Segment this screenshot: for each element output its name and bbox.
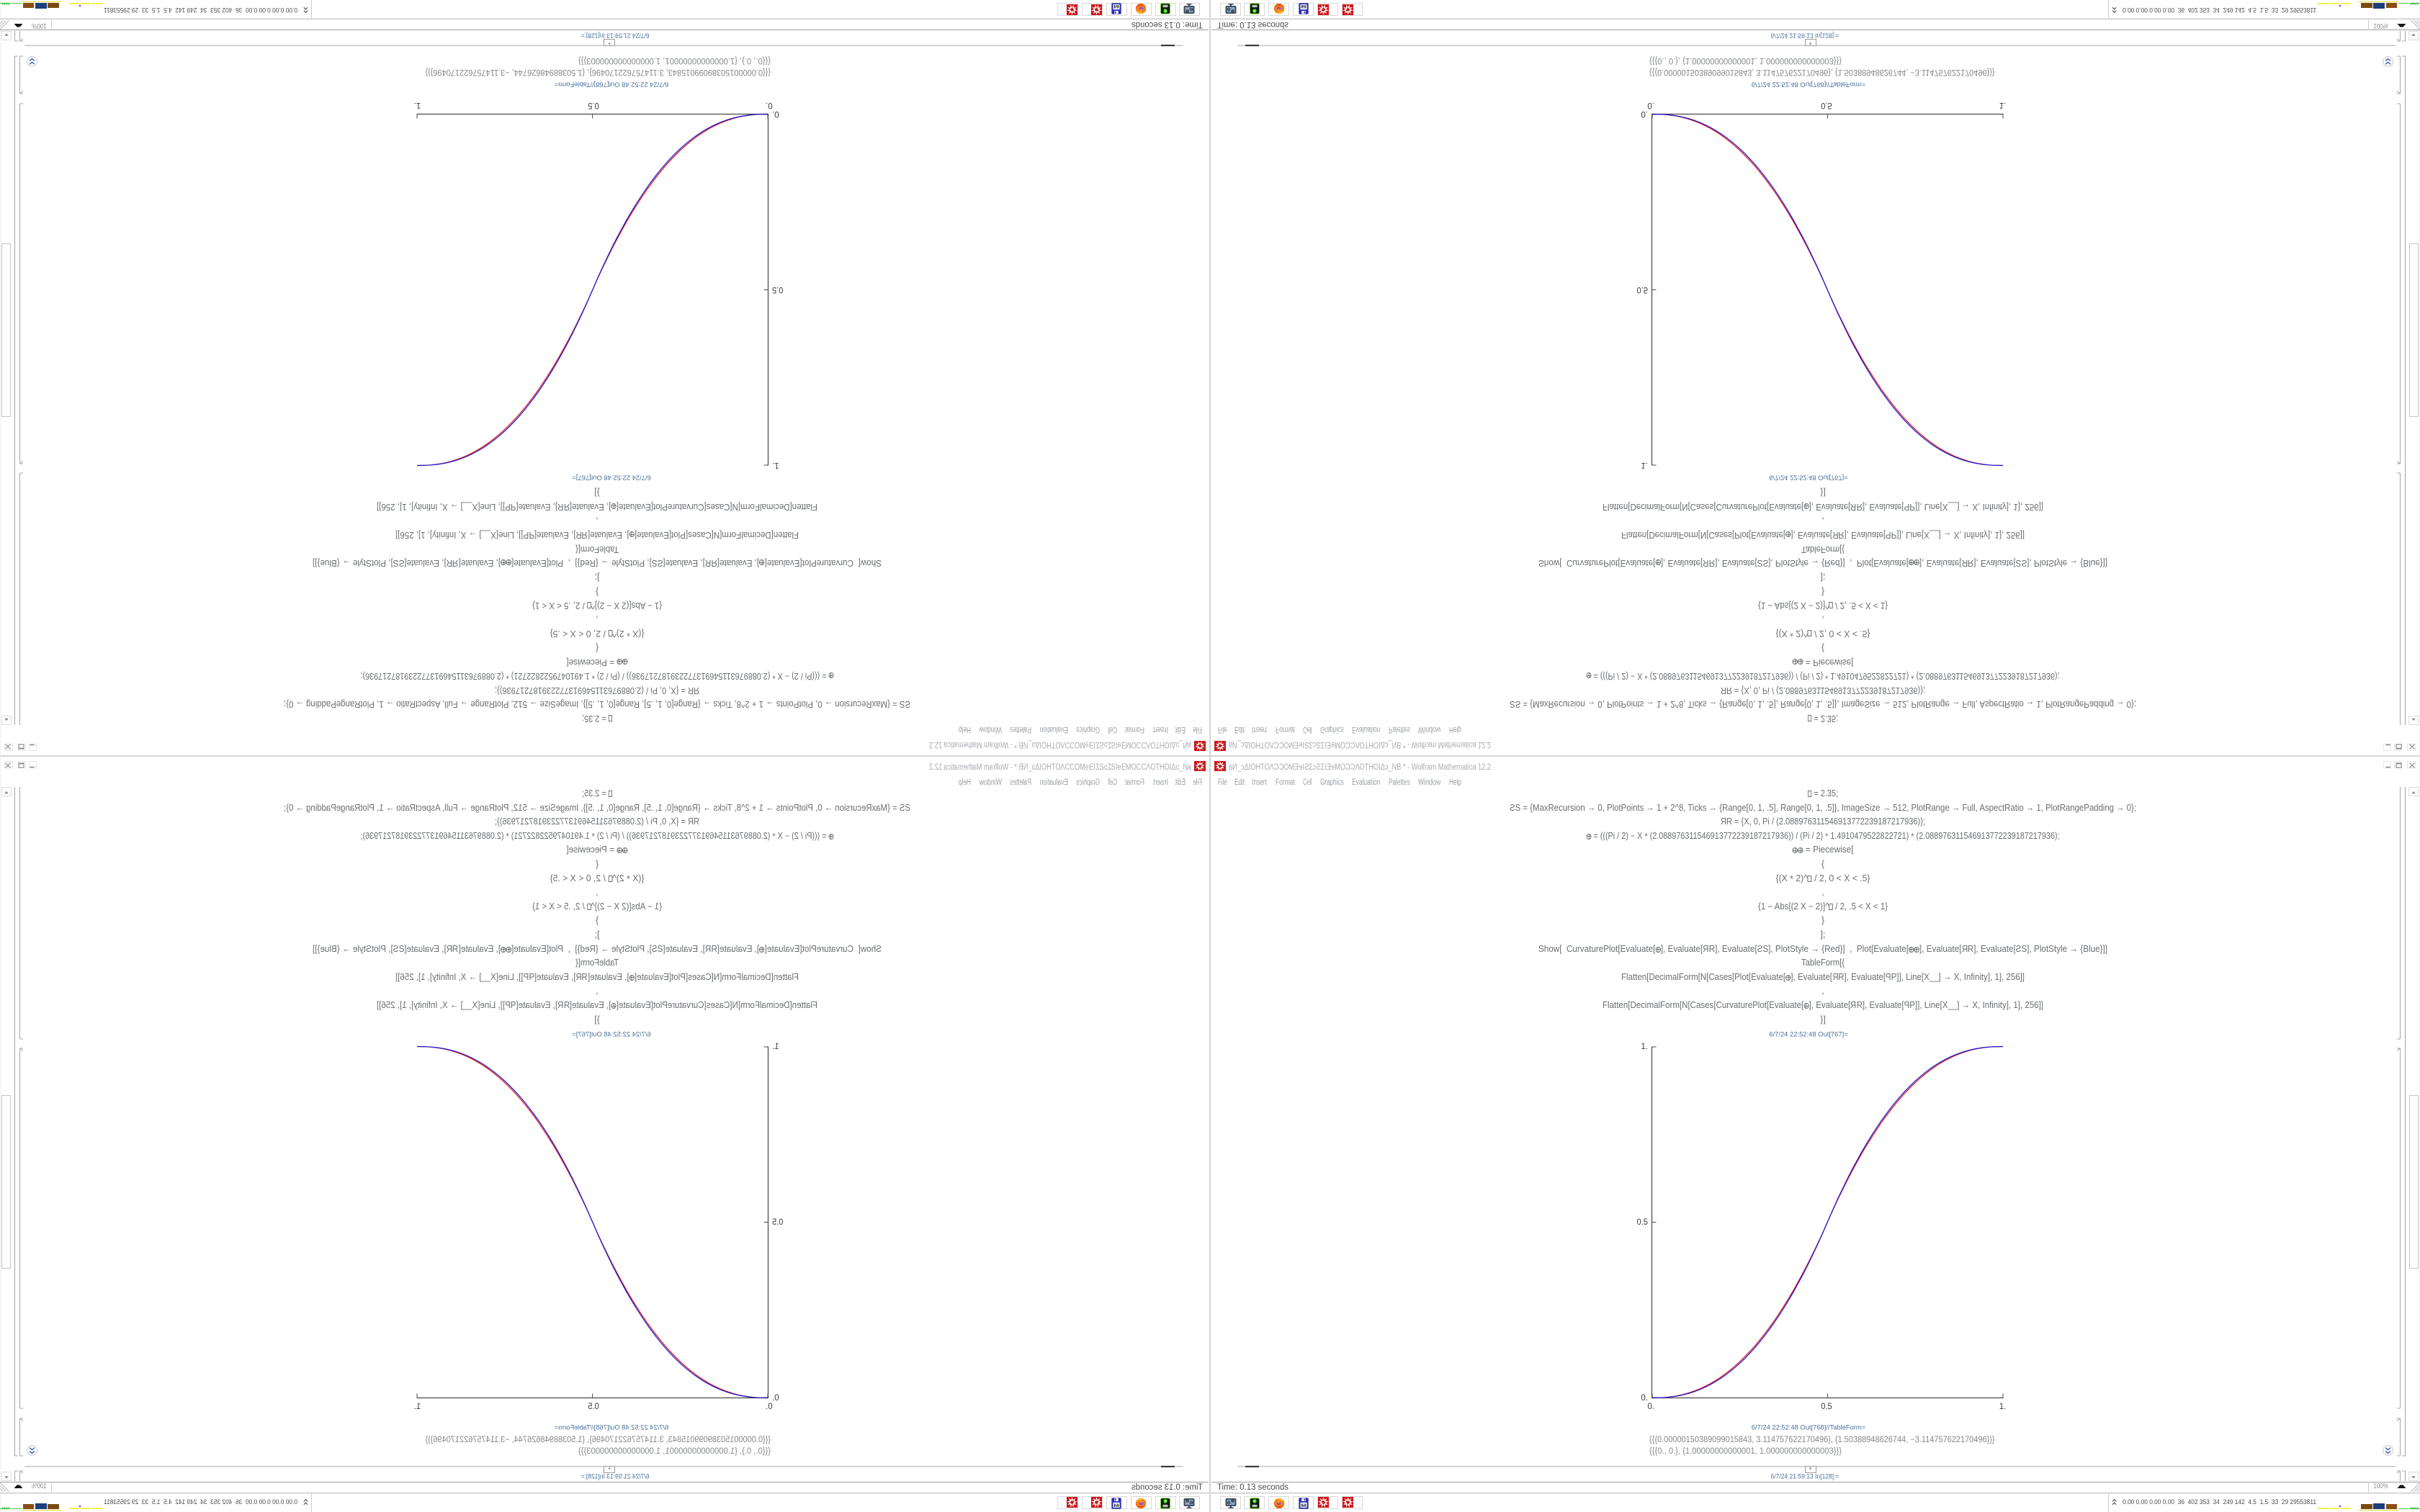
svg-text:64: 64 [1301,4,1306,9]
svg-text:64: 64 [1113,1503,1119,1508]
svg-text:64: 64 [1113,4,1119,9]
svg-text:64: 64 [1301,1503,1306,1508]
